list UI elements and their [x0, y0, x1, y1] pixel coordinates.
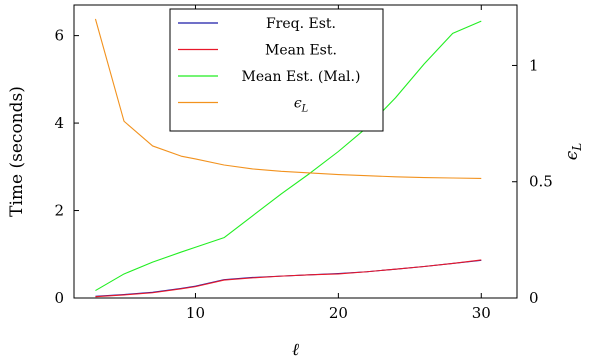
y-right-tick-label-2: 1 [529, 56, 539, 74]
y-left-tick-label-1: 2 [54, 202, 64, 220]
y-right-tick-label-0: 0 [529, 289, 539, 307]
axes-layer: 10 20 30 0 2 4 6 0 0.5 1 ℓ Time (seconds) ϵL [7, 4, 584, 360]
series-line-2 [95, 20, 482, 292]
legend-box [169, 8, 384, 132]
y-right-tick-label-1: 0.5 [529, 173, 553, 191]
legend-label-3: ϵL [294, 96, 308, 115]
y-left-tick-label-3: 6 [54, 27, 64, 45]
x-axis-label: ℓ [292, 340, 299, 360]
y-left-tick-label-2: 4 [54, 114, 64, 132]
series-line-0 [95, 259, 482, 297]
x-tick-label-2: 30 [472, 304, 491, 322]
x-tick-label-0: 10 [186, 304, 205, 322]
x-tick-label-1: 20 [329, 304, 348, 322]
plot-frame [73, 4, 518, 299]
y-left-axis-label: Time (seconds) [7, 86, 27, 217]
legend: Freq. Est. Mean Est. Mean Est. (Mal.) ϵL [169, 8, 384, 132]
legend-label-2: Mean Est. (Mal.) [242, 69, 361, 85]
y-right-axis-label: ϵL [562, 143, 584, 161]
y-left-tick-label-0: 0 [54, 289, 64, 307]
series-line-1 [95, 259, 482, 298]
series-layer [94, 18, 482, 298]
series-line-3 [94, 18, 482, 180]
legend-label-1: Mean Est. [265, 43, 337, 59]
legend-label-0: Freq. Est. [266, 16, 336, 32]
